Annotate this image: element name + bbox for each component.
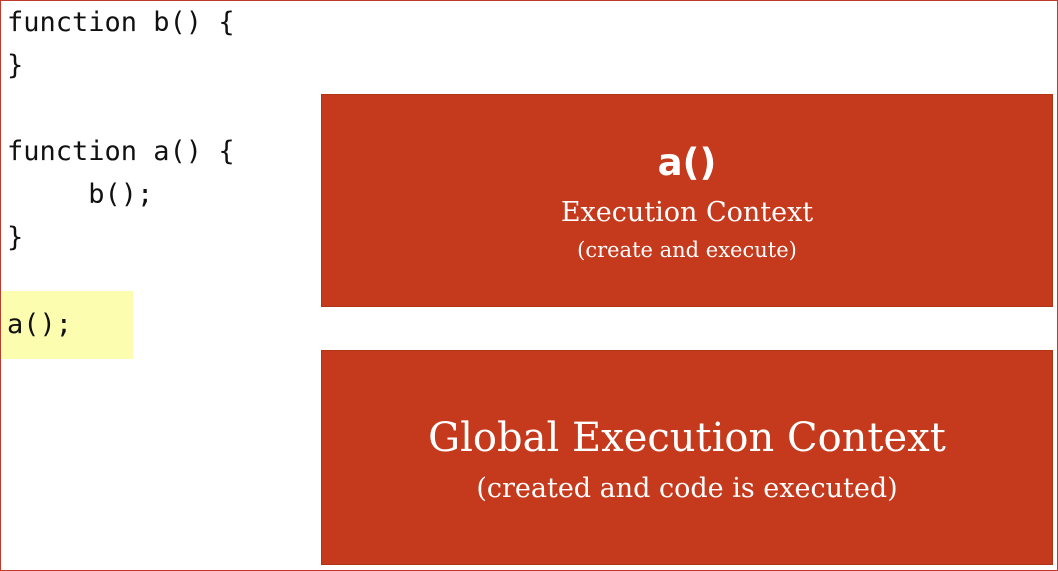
code-line: } [7,50,24,81]
code-line: function a() { [7,136,235,167]
code-line: b(); [7,179,154,210]
code-line: function b() { [7,7,235,38]
code-block: function b() { } function a() { b(); } [7,1,235,259]
code-line-blank [7,87,235,130]
global-execution-context-note: (created and code is executed) [476,473,898,504]
highlighted-code-line: a(); [7,309,73,340]
execution-context-a-note: (create and execute) [577,238,797,262]
execution-context-a-subtitle: Execution Context [560,197,814,228]
execution-context-a-box: a() Execution Context (create and execut… [321,94,1053,307]
global-execution-context-title: Global Execution Context [428,415,946,461]
execution-context-a-title: a() [657,141,717,184]
current-line-highlight [2,291,133,359]
global-execution-context-box: Global Execution Context (created and co… [321,350,1053,565]
code-line: } [7,222,24,253]
